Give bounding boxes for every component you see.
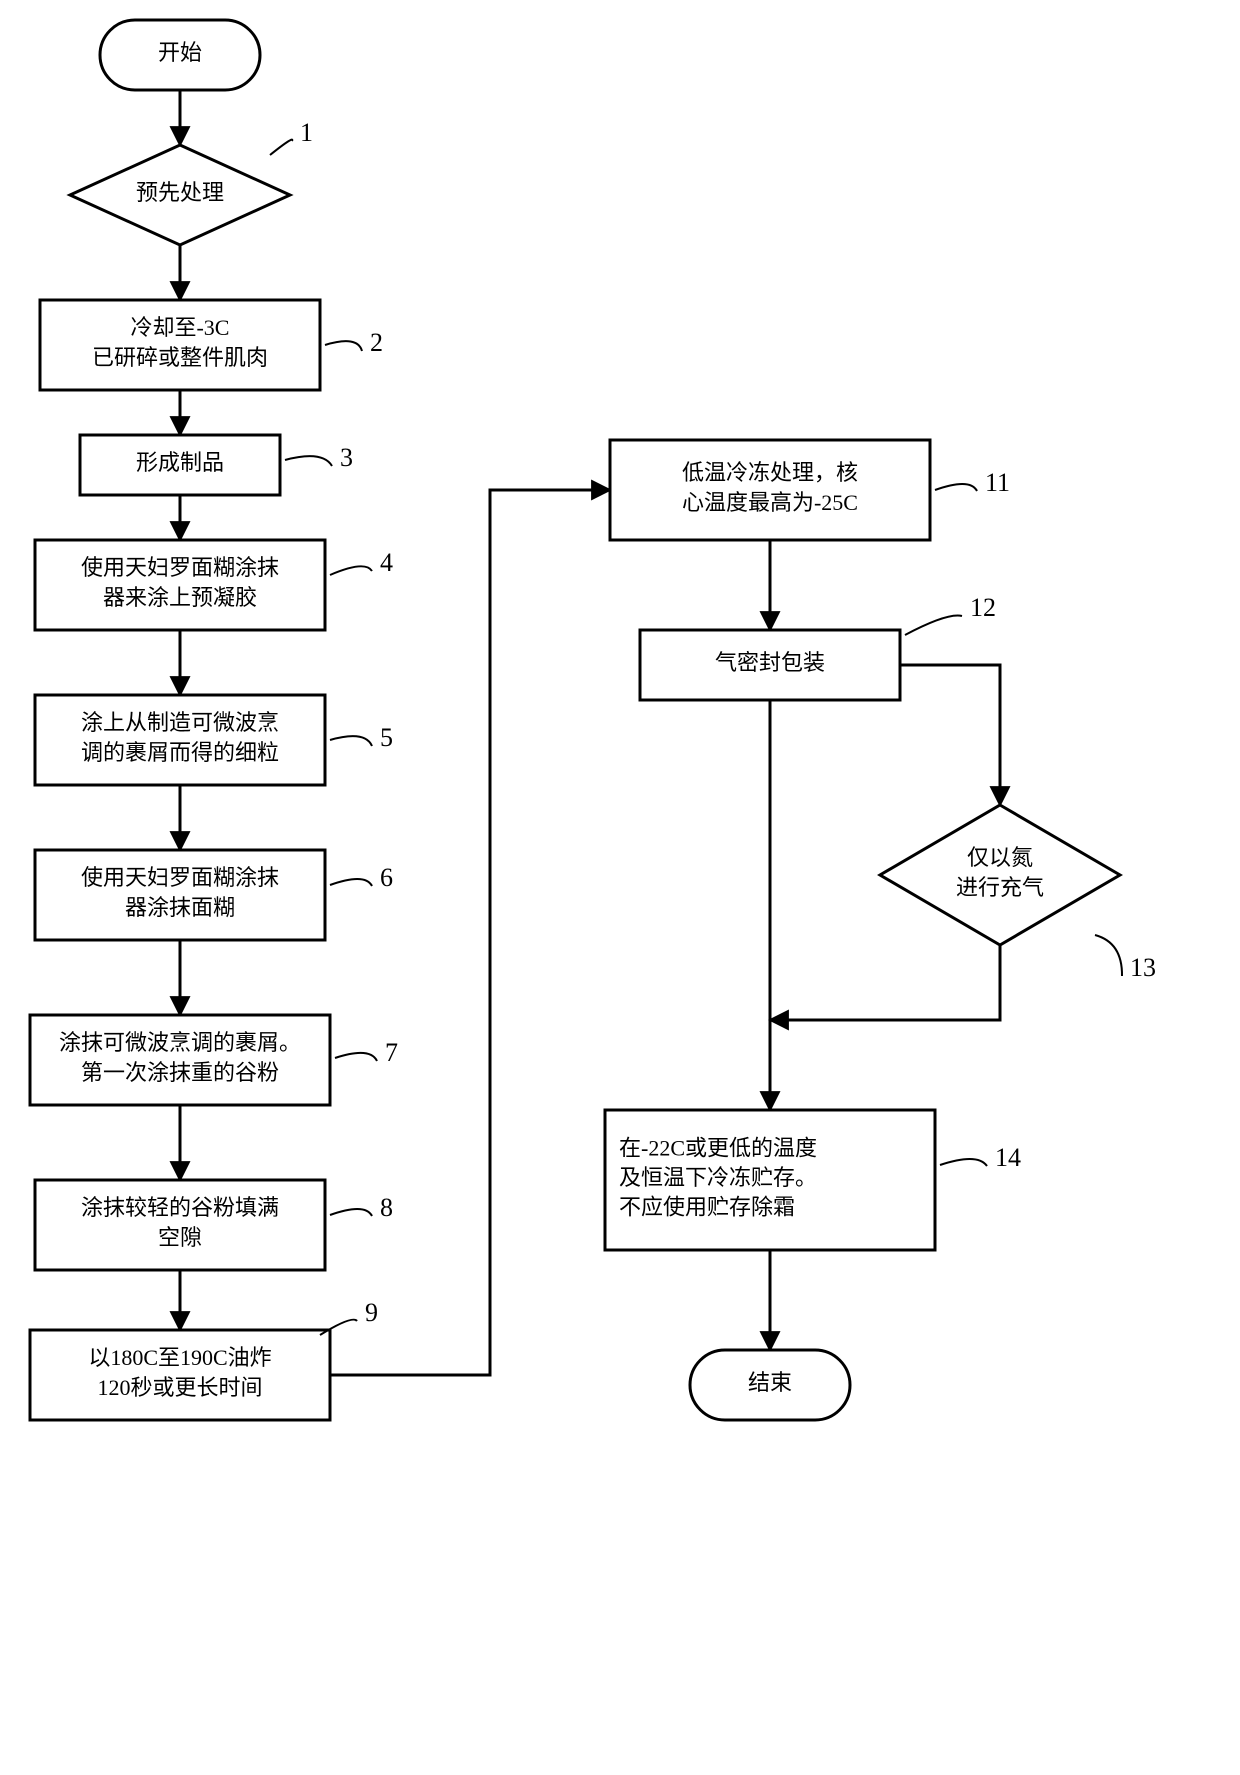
node-text: 调的裹屑而得的细粒 (81, 740, 279, 765)
flow-edge (770, 945, 1000, 1020)
flow-node-n6: 使用天妇罗面糊涂抹器涂抹面糊 6 (35, 850, 393, 940)
node-text: 进行充气 (956, 875, 1044, 900)
flow-node-n1: 预先处理 1 (70, 118, 313, 245)
leader-line (285, 456, 332, 466)
flow-node-n9: 以180C至190C油炸 120秒或更长时间 9 (30, 1298, 378, 1420)
node-text: 使用天妇罗面糊涂抹 (81, 865, 279, 890)
node-label: 2 (370, 328, 383, 357)
leader-line (1095, 935, 1122, 976)
node-text: 结束 (748, 1370, 792, 1395)
node-text: 涂抹可微波烹调的裹屑。 (59, 1030, 301, 1055)
flow-node-end: 结束 (690, 1350, 850, 1420)
node-text: 第一次涂抹重的谷粉 (81, 1060, 279, 1085)
node-label: 8 (380, 1193, 393, 1222)
flow-node-n13: 仅以氮进行充气 13 (880, 805, 1156, 982)
flow-node-n3: 形成制品 3 (80, 435, 353, 495)
leader-line (330, 736, 372, 746)
node-label: 12 (970, 593, 996, 622)
leader-line (905, 616, 962, 635)
node-text: 形成制品 (136, 450, 224, 475)
node-text: 开始 (158, 40, 202, 65)
node-label: 3 (340, 443, 353, 472)
node-label: 11 (985, 468, 1010, 497)
node-text: 心温度最高为-25C (682, 490, 858, 515)
flow-node-n11: 低温冷冻处理，核心温度最高为-25C 11 (610, 440, 1010, 540)
node-text: 及恒温下冷冻贮存。 (619, 1165, 817, 1190)
node-label: 6 (380, 863, 393, 892)
leader-line (330, 1209, 372, 1216)
node-label: 9 (365, 1298, 378, 1327)
node-text: 涂上从制造可微波烹 (81, 710, 279, 735)
flow-node-n5: 涂上从制造可微波烹调的裹屑而得的细粒 5 (35, 695, 393, 785)
flow-node-n8: 涂抹较轻的谷粉填满空隙 8 (35, 1180, 393, 1270)
node-text: 以180C至190C油炸 (88, 1345, 271, 1370)
leader-line (270, 140, 292, 155)
node-text: 120秒或更长时间 (97, 1375, 262, 1400)
node-text: 仅以氮 (967, 845, 1033, 870)
flow-node-n2: 冷却至-3C 已研碎或整件肌肉 2 (40, 300, 383, 390)
flow-node-n7: 涂抹可微波烹调的裹屑。第一次涂抹重的谷粉 7 (30, 1015, 398, 1105)
leader-line (330, 879, 372, 886)
node-text: 预先处理 (136, 180, 224, 205)
flow-edge (900, 665, 1000, 805)
node-text: 器来涂上预凝胶 (103, 585, 257, 610)
node-label: 4 (380, 548, 393, 577)
leader-line (935, 484, 977, 491)
node-text: 已研碎或整件肌肉 (92, 345, 268, 370)
node-label: 7 (385, 1038, 398, 1067)
flowchart-canvas: 开始预先处理 1 冷却至-3C 已研碎或整件肌肉 2 形成制品 3 使用天妇罗面糊涂抹器来涂上… (0, 0, 1240, 1775)
node-text: 空隙 (158, 1225, 202, 1250)
node-text: 低温冷冻处理，核 (682, 460, 858, 485)
node-text: 冷却至-3C (130, 315, 229, 340)
leader-line (940, 1159, 987, 1166)
node-label: 14 (995, 1143, 1021, 1172)
node-text: 涂抹较轻的谷粉填满 (81, 1195, 279, 1220)
flow-edge (330, 490, 610, 1375)
node-label: 5 (380, 723, 393, 752)
node-text: 使用天妇罗面糊涂抹 (81, 555, 279, 580)
leader-line (330, 566, 372, 575)
node-text: 气密封包装 (715, 650, 825, 675)
leader-line (335, 1053, 377, 1061)
flow-node-n12: 气密封包装 12 (640, 593, 996, 700)
leader-line (320, 1320, 357, 1335)
node-text: 不应使用贮存除霜 (619, 1195, 795, 1220)
flow-node-n4: 使用天妇罗面糊涂抹器来涂上预凝胶 4 (35, 540, 393, 630)
node-label: 13 (1130, 953, 1156, 982)
node-text: 器涂抹面糊 (125, 895, 235, 920)
flow-node-n14: 在-22C或更低的温度及恒温下冷冻贮存。不应使用贮存除霜 14 (605, 1110, 1021, 1250)
node-text: 在-22C或更低的温度 (619, 1135, 817, 1160)
flow-node-start: 开始 (100, 20, 260, 90)
node-label: 1 (300, 118, 313, 147)
leader-line (325, 341, 362, 351)
